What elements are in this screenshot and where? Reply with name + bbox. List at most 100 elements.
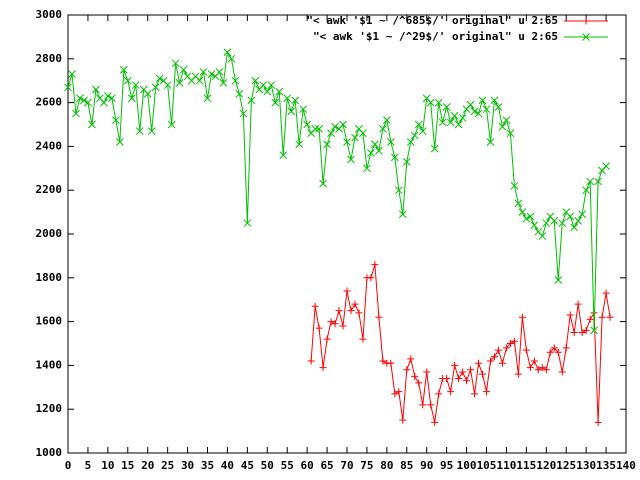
- point: [522, 346, 530, 354]
- point: [538, 364, 546, 372]
- x-tick-label: 130: [576, 459, 596, 472]
- point: [227, 54, 236, 63]
- point: [367, 274, 375, 282]
- point: [498, 122, 507, 131]
- x-tick-label: 10: [101, 459, 114, 472]
- point: [478, 96, 487, 105]
- point: [554, 276, 563, 284]
- point: [88, 120, 96, 129]
- point: [203, 94, 212, 103]
- point: [594, 177, 602, 186]
- point: [391, 390, 399, 398]
- point: [514, 199, 523, 208]
- point: [327, 318, 335, 326]
- point: [419, 401, 427, 409]
- point: [259, 81, 268, 89]
- point: [80, 96, 88, 105]
- point: [474, 109, 483, 118]
- point: [562, 344, 570, 352]
- point: [215, 68, 224, 76]
- point: [463, 377, 471, 385]
- y-tick-label: 2000: [36, 227, 63, 240]
- point: [582, 33, 590, 41]
- point: [398, 210, 407, 219]
- point: [467, 366, 475, 374]
- point: [522, 214, 531, 223]
- point: [514, 370, 522, 378]
- point: [490, 96, 499, 105]
- point: [546, 348, 554, 356]
- point: [335, 307, 343, 315]
- x-tick-label: 110: [496, 459, 516, 472]
- series-line: [67, 50, 607, 331]
- point: [483, 388, 490, 396]
- point: [430, 144, 439, 153]
- y-tick-label: 2800: [36, 52, 63, 65]
- x-tick-label: 60: [301, 459, 314, 472]
- point: [111, 116, 120, 124]
- point: [410, 131, 419, 140]
- point: [550, 217, 559, 225]
- point: [574, 217, 583, 225]
- point: [331, 122, 339, 131]
- point: [271, 98, 280, 107]
- point: [243, 219, 252, 227]
- point: [143, 89, 152, 98]
- point: [390, 153, 399, 162]
- point: [434, 98, 443, 107]
- x-tick-label: 45: [241, 459, 254, 472]
- point: [402, 157, 411, 166]
- y-tick-label: 1600: [36, 315, 63, 328]
- point: [375, 313, 383, 321]
- point: [247, 96, 256, 105]
- x-tick-label: 65: [320, 459, 333, 472]
- point: [426, 98, 435, 107]
- point: [466, 100, 475, 109]
- point: [490, 353, 498, 361]
- point: [406, 138, 415, 146]
- y-tick-label: 1000: [36, 446, 63, 459]
- point: [386, 138, 395, 146]
- point: [179, 65, 188, 74]
- point: [438, 118, 447, 127]
- point: [347, 307, 355, 315]
- point: [582, 186, 590, 195]
- point: [207, 70, 216, 78]
- point: [84, 98, 92, 107]
- point: [155, 74, 164, 83]
- point: [231, 76, 240, 85]
- point: [502, 344, 510, 352]
- x-tick-label: 55: [281, 459, 294, 472]
- point: [371, 261, 379, 269]
- point: [107, 94, 116, 103]
- legend-label: "< awk '$1 ~ /^29$/' original" u 2:65: [313, 30, 558, 43]
- point: [470, 107, 479, 116]
- point: [431, 418, 439, 426]
- point: [343, 138, 351, 146]
- x-tick-label: 140: [616, 459, 636, 472]
- point: [570, 329, 578, 337]
- point: [506, 129, 515, 138]
- point: [498, 359, 506, 367]
- point: [64, 83, 72, 92]
- point: [223, 48, 232, 57]
- point: [351, 133, 359, 142]
- point: [586, 177, 594, 186]
- point: [275, 87, 284, 96]
- x-tick-label: 0: [65, 459, 72, 472]
- point: [287, 107, 296, 116]
- x-tick-label: 115: [516, 459, 536, 472]
- point: [558, 219, 567, 227]
- point: [371, 140, 379, 149]
- point: [598, 313, 606, 321]
- point: [403, 366, 411, 374]
- x-tick-label: 135: [596, 459, 616, 472]
- point: [447, 388, 455, 396]
- point: [327, 129, 335, 138]
- point: [219, 79, 228, 87]
- point: [582, 17, 590, 25]
- point: [291, 96, 300, 105]
- x-tick-label: 50: [261, 459, 274, 472]
- x-tick-label: 15: [121, 459, 134, 472]
- y-tick-label: 1400: [36, 358, 63, 371]
